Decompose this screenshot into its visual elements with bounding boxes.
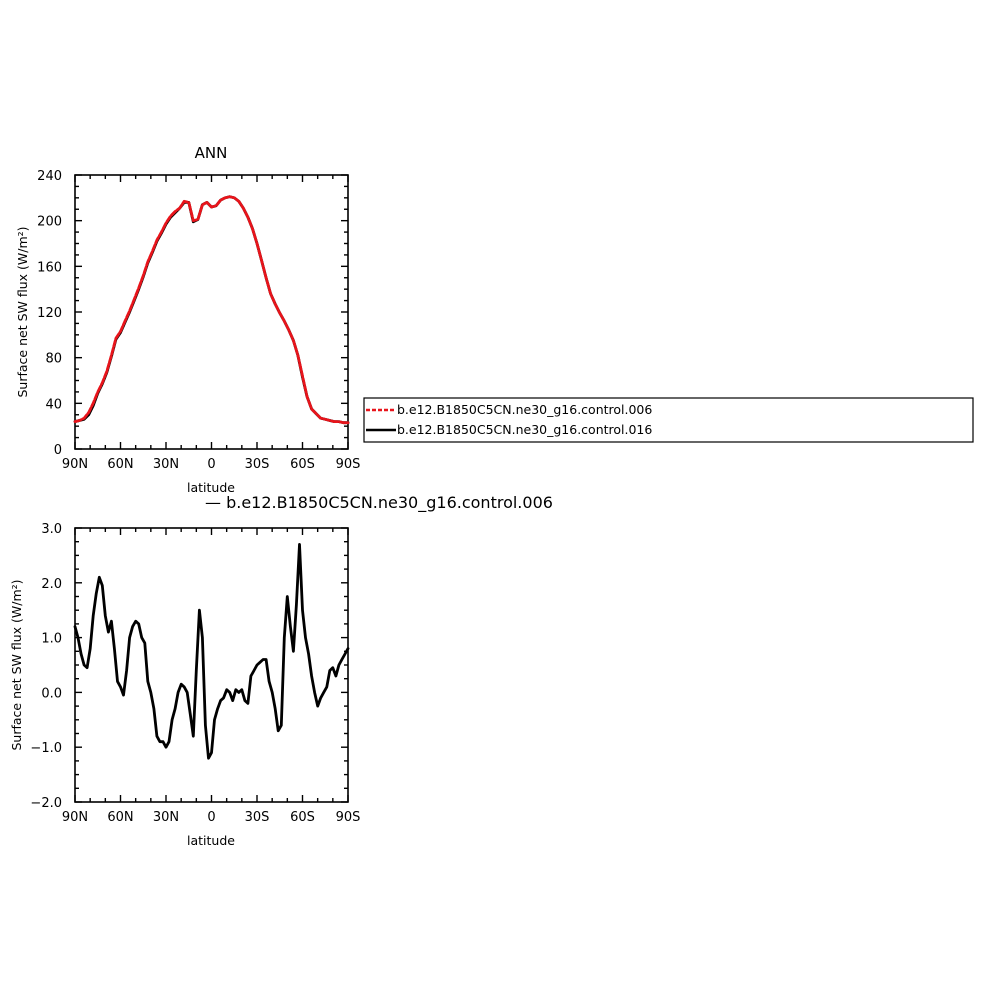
y-tick-label: 3.0 bbox=[41, 522, 62, 537]
top-series-line-1 bbox=[73, 195, 350, 425]
x-tick-label: 60N bbox=[107, 457, 133, 472]
x-tick-label: 30N bbox=[153, 457, 179, 472]
y-tick-label: 0.0 bbox=[41, 686, 62, 701]
legend-box bbox=[363, 397, 974, 443]
x-tick-label: 90S bbox=[336, 457, 361, 472]
y-tick-label: 160 bbox=[37, 260, 62, 275]
bottom-y-axis-title: Surface net SW flux (W/m²) bbox=[9, 579, 24, 750]
top-panel-title: ANN bbox=[195, 144, 228, 162]
bottom-axis-ticks: 90N 60N 30N 0 30S 60S 90S −2.0 −1.0 0.0 1.0 2.0 3.0 bbox=[30, 522, 360, 825]
top-axis-ticks: 90N 60N 30N 0 30S 60S 90S 0 40 80 120 160 200 240 bbox=[37, 169, 360, 472]
y-tick-label: 200 bbox=[37, 215, 62, 230]
top-y-axis-title: Surface net SW flux (W/m²) bbox=[15, 226, 30, 397]
top-panel: ANN 90N 60N 30N 0 30S 60S 90S 0 40 80 120 160 200 240… bbox=[15, 144, 360, 495]
x-tick-label: 30S bbox=[245, 457, 270, 472]
legend: b.e12.B1850C5CN.ne30_g16.control.006 b.e… bbox=[363, 397, 974, 443]
x-tick-label: 60N bbox=[107, 810, 133, 825]
y-tick-label: 1.0 bbox=[41, 632, 62, 647]
y-tick-label: 2.0 bbox=[41, 577, 62, 592]
x-tick-label: 60S bbox=[290, 457, 315, 472]
x-tick-label: 60S bbox=[290, 810, 315, 825]
y-tick-label: −1.0 bbox=[30, 741, 62, 756]
x-tick-label: 30N bbox=[153, 810, 179, 825]
bottom-panel: — b.e12.B1850C5CN.ne30_g16.control.006 9… bbox=[9, 493, 553, 848]
top-x-axis-title: latitude bbox=[187, 480, 235, 495]
top-series-group bbox=[73, 195, 350, 425]
x-tick-label: 0 bbox=[207, 457, 215, 472]
x-tick-label: 90S bbox=[336, 810, 361, 825]
x-tick-label: 90N bbox=[62, 457, 88, 472]
y-tick-label: 0 bbox=[54, 443, 62, 458]
bottom-series-group bbox=[73, 543, 350, 760]
x-tick-label: 30S bbox=[245, 810, 270, 825]
top-plot-frame bbox=[74, 174, 349, 450]
y-tick-label: 240 bbox=[37, 169, 62, 184]
bottom-series-line-1 bbox=[73, 543, 350, 760]
x-tick-label: 90N bbox=[62, 810, 88, 825]
y-tick-label: 80 bbox=[45, 352, 62, 367]
legend-label-series-2: b.e12.B1850C5CN.ne30_g16.control.016 bbox=[397, 422, 652, 437]
x-tick-label: 0 bbox=[207, 810, 215, 825]
legend-label-series-1: b.e12.B1850C5CN.ne30_g16.control.006 bbox=[397, 402, 652, 417]
bottom-panel-title: — b.e12.B1850C5CN.ne30_g16.control.006 bbox=[205, 493, 553, 513]
bottom-x-axis-title: latitude bbox=[187, 833, 235, 848]
y-tick-label: 40 bbox=[45, 397, 62, 412]
y-tick-label: 120 bbox=[37, 306, 62, 321]
y-tick-label: −2.0 bbox=[30, 796, 62, 811]
top-series-line-2 bbox=[73, 195, 350, 425]
